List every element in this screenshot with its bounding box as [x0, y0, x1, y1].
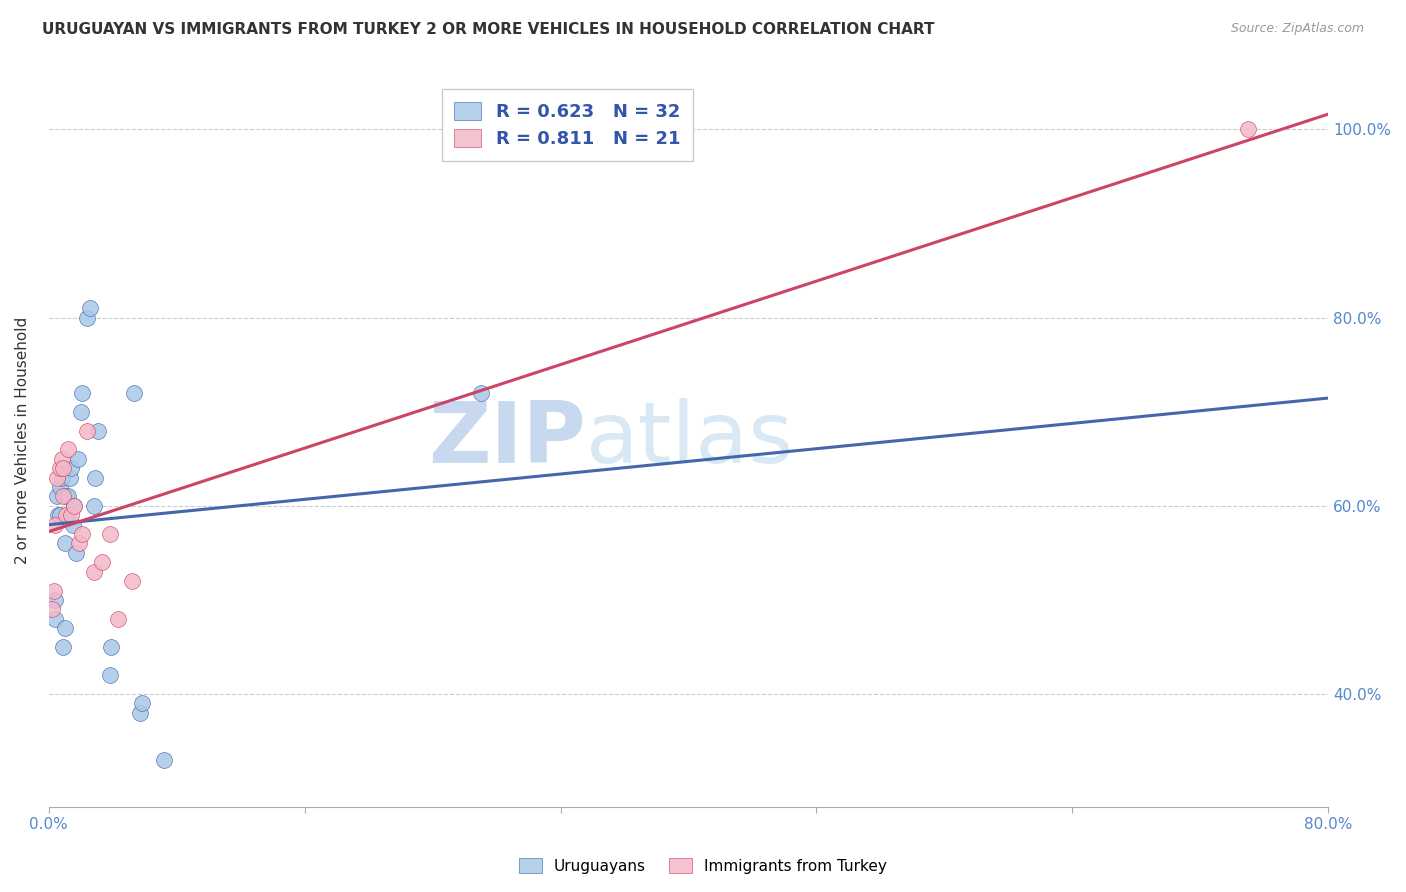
Text: URUGUAYAN VS IMMIGRANTS FROM TURKEY 2 OR MORE VEHICLES IN HOUSEHOLD CORRELATION : URUGUAYAN VS IMMIGRANTS FROM TURKEY 2 OR… — [42, 22, 935, 37]
Point — [51, 451, 73, 466]
Point — [129, 706, 152, 720]
Point — [53, 621, 76, 635]
Point — [90, 555, 112, 569]
Point — [1237, 122, 1260, 136]
Point — [62, 517, 84, 532]
Point — [42, 583, 65, 598]
Point — [84, 470, 107, 484]
Point — [51, 470, 73, 484]
Point — [72, 386, 94, 401]
Point — [60, 508, 83, 523]
Point — [58, 470, 80, 484]
Point — [76, 424, 98, 438]
Point — [49, 508, 72, 523]
Point — [83, 499, 105, 513]
Point — [53, 536, 76, 550]
Point — [153, 753, 176, 767]
Point — [72, 527, 94, 541]
Point — [107, 612, 129, 626]
Point — [470, 386, 492, 401]
Point — [100, 640, 122, 654]
Point — [52, 640, 75, 654]
Point — [52, 490, 75, 504]
Point — [79, 301, 101, 316]
Point — [52, 461, 75, 475]
Point — [44, 593, 66, 607]
Point — [60, 461, 83, 475]
Point — [46, 508, 69, 523]
Point — [49, 480, 72, 494]
Point — [131, 697, 153, 711]
Text: Source: ZipAtlas.com: Source: ZipAtlas.com — [1230, 22, 1364, 36]
Point — [67, 536, 90, 550]
Point — [63, 499, 86, 513]
Text: atlas: atlas — [586, 399, 794, 482]
Point — [122, 386, 145, 401]
Point — [55, 490, 77, 504]
Point — [98, 668, 121, 682]
Point — [49, 461, 72, 475]
Point — [98, 527, 121, 541]
Point — [69, 405, 91, 419]
Point — [45, 490, 67, 504]
Point — [56, 442, 79, 457]
Point — [56, 490, 79, 504]
Y-axis label: 2 or more Vehicles in Household: 2 or more Vehicles in Household — [15, 317, 30, 564]
Point — [66, 451, 89, 466]
Point — [63, 499, 86, 513]
Point — [87, 424, 110, 438]
Point — [76, 310, 98, 325]
Legend: Uruguayans, Immigrants from Turkey: Uruguayans, Immigrants from Turkey — [513, 852, 893, 880]
Point — [65, 546, 87, 560]
Text: ZIP: ZIP — [429, 399, 586, 482]
Point — [41, 602, 63, 616]
Point — [121, 574, 143, 588]
Legend: R = 0.623   N = 32, R = 0.811   N = 21: R = 0.623 N = 32, R = 0.811 N = 21 — [441, 89, 693, 161]
Point — [44, 612, 66, 626]
Point — [44, 517, 66, 532]
Point — [45, 470, 67, 484]
Point — [83, 565, 105, 579]
Point — [55, 508, 77, 523]
